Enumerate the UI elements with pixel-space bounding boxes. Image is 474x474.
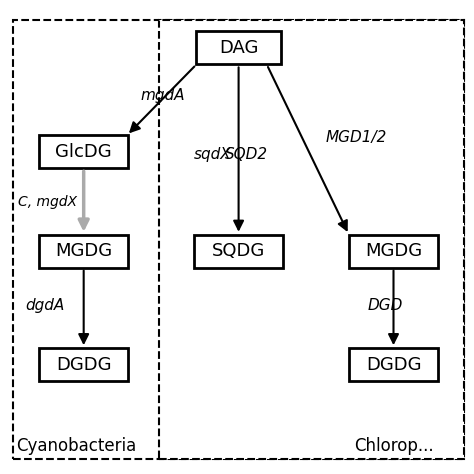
- Text: SQD2: SQD2: [225, 147, 268, 162]
- Text: DGDG: DGDG: [56, 356, 111, 374]
- Bar: [349, 348, 438, 381]
- Text: dgdA: dgdA: [25, 298, 64, 313]
- Bar: [194, 235, 283, 268]
- Bar: [39, 235, 128, 268]
- Text: Cyanobacteria: Cyanobacteria: [17, 437, 137, 455]
- Bar: [349, 235, 438, 268]
- Bar: [39, 136, 128, 168]
- Bar: [39, 348, 128, 381]
- Text: Chlorop...: Chlorop...: [354, 437, 433, 455]
- Text: mgdA: mgdA: [140, 88, 184, 103]
- Text: DGDG: DGDG: [366, 356, 421, 374]
- Text: MGDG: MGDG: [55, 242, 112, 260]
- Bar: [196, 31, 281, 64]
- Text: GlcDG: GlcDG: [55, 143, 112, 161]
- Text: DAG: DAG: [219, 39, 258, 57]
- Bar: [159, 19, 464, 459]
- Text: C, mgdX: C, mgdX: [18, 194, 77, 209]
- Text: DGD: DGD: [368, 298, 403, 313]
- Text: MGDG: MGDG: [365, 242, 422, 260]
- Text: sqdX: sqdX: [194, 147, 232, 162]
- Text: SQDG: SQDG: [212, 242, 265, 260]
- Text: MGD1/2: MGD1/2: [326, 130, 387, 145]
